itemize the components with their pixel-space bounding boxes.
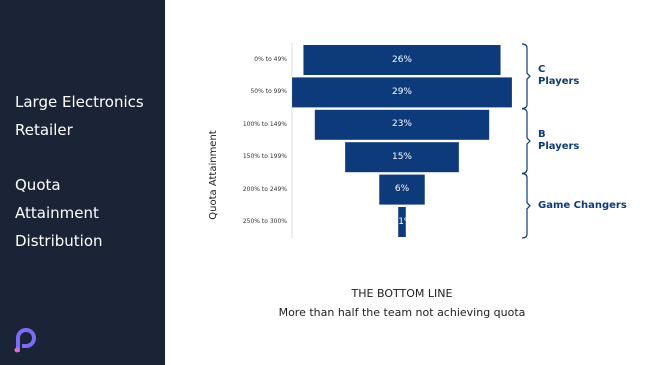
- category-label: 0% to 49%: [254, 56, 287, 63]
- value-label: 6%: [394, 184, 410, 195]
- bar: [303, 45, 501, 75]
- category-label: 250% to 300%: [242, 218, 287, 225]
- bar: [379, 174, 425, 205]
- bar: [345, 142, 459, 173]
- logo-mark: [16, 328, 36, 352]
- title-line: Large Electronics: [15, 93, 144, 111]
- subtitle-line: Distribution: [15, 232, 103, 250]
- group-label: C Players: [538, 64, 580, 88]
- category-label: 200% to 249%: [242, 185, 287, 193]
- category-label: 50% to 99%: [250, 88, 287, 96]
- subtitle-line: Quota: [15, 176, 61, 194]
- title-line: Retailer: [15, 121, 73, 139]
- y-axis-label: Quota Attainment: [208, 130, 219, 220]
- category-label: 150% to 199%: [242, 153, 287, 161]
- group-label: B Players: [538, 129, 580, 152]
- value-label: 29%: [391, 86, 412, 97]
- subtitle-line: Attainment: [15, 204, 99, 222]
- logo: [14, 328, 36, 353]
- group-bracket: [521, 43, 531, 109]
- value-label: 23%: [391, 119, 412, 130]
- value-label: 1%: [398, 216, 413, 227]
- logo-dot: [14, 347, 20, 353]
- bar: [398, 207, 406, 237]
- value-label: 26%: [391, 54, 412, 65]
- bar: [314, 109, 490, 140]
- footer-text: More than half the team not achieving qu…: [278, 306, 526, 319]
- footer-title: THE BOTTOM LINE: [351, 287, 453, 300]
- group-bracket: [521, 173, 531, 239]
- side-panel: [0, 0, 165, 365]
- category-label: 100% to 149%: [242, 120, 287, 128]
- bar: [292, 77, 512, 108]
- value-label: 15%: [391, 151, 412, 162]
- group-bracket: [521, 108, 531, 174]
- group-label: Game Changers: [538, 199, 627, 211]
